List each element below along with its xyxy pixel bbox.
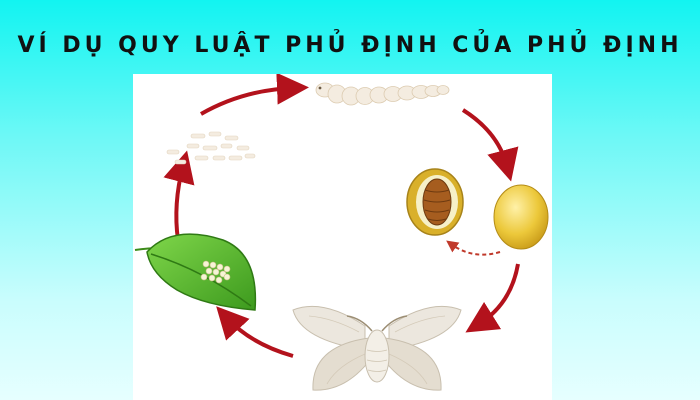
arrow-cocoon-to-moth	[465, 263, 520, 333]
arrow-leaf-to-hatchlings	[163, 150, 195, 241]
small-larvae-icon	[166, 131, 256, 165]
life-cycle-diagram	[133, 74, 552, 400]
cocoon-icon	[493, 184, 549, 250]
open-cocoon-pupa-icon	[406, 168, 464, 236]
arrow-hatchlings-to-silkworm	[200, 74, 309, 116]
page-title: VÍ DỤ QUY LUẬT PHỦ ĐỊNH CỦA PHỦ ĐỊNH	[17, 33, 683, 58]
dashed-arrow-cocoon-to-pupa	[446, 240, 501, 256]
silkworm-icon	[315, 82, 450, 106]
silk-moth-icon	[292, 305, 462, 391]
arrow-moth-to-leaf	[216, 306, 294, 358]
arrow-silkworm-to-cocoon	[461, 108, 519, 182]
leaf-with-eggs-icon	[134, 233, 257, 311]
